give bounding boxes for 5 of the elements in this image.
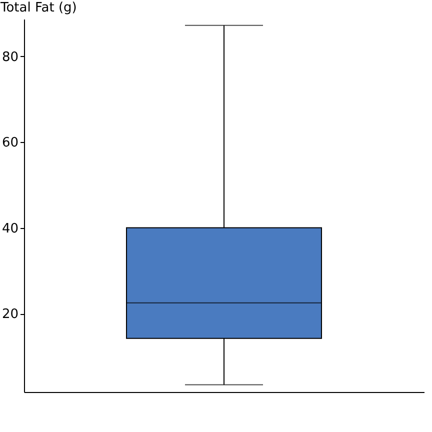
y-axis-title: Total Fat (g)	[0, 0, 77, 16]
y-tick-label: 40	[2, 221, 18, 236]
y-tick-label: 60	[2, 136, 18, 151]
y-tick-label: 20	[2, 307, 18, 322]
y-tick-label: 80	[2, 50, 18, 65]
